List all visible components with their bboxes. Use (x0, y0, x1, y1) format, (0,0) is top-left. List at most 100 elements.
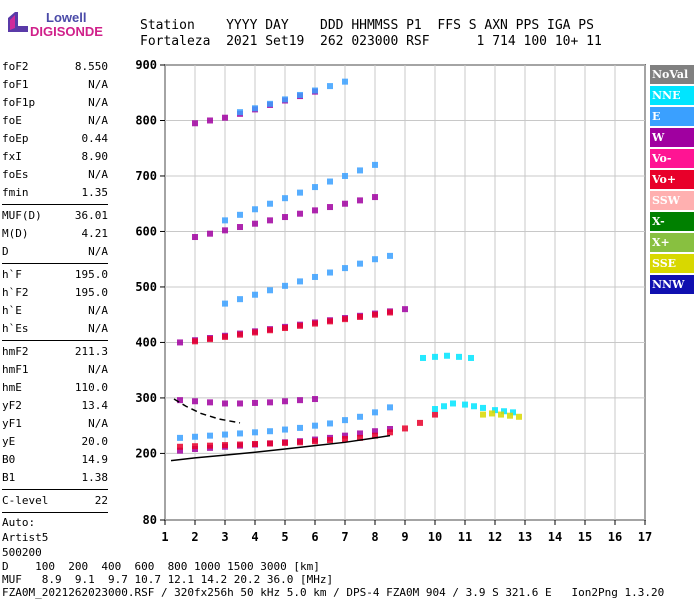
echo-point (402, 306, 408, 313)
echo-point (327, 318, 333, 325)
param-row: M(D) 4.21 (2, 225, 108, 243)
echo-point (237, 224, 243, 231)
x-tick-label: 6 (311, 530, 318, 544)
param-row: foEp 0.44 (2, 130, 108, 148)
echo-point (282, 439, 288, 446)
echo-point (267, 287, 273, 294)
param-value: 110.0 (74, 381, 108, 394)
echo-point (177, 447, 183, 454)
echo-point (480, 411, 486, 418)
param-value: N/A (88, 96, 108, 109)
echo-point (252, 206, 258, 213)
echo-point (342, 172, 348, 179)
parameter-panel: foF2 8.550 foF1 N/A foF1p N/A foE N/A foEp 0.44 fx… (2, 58, 108, 560)
echo-point (432, 353, 438, 360)
param-row: foF1 N/A (2, 76, 108, 94)
x-tick-label: 16 (608, 530, 622, 544)
echo-point (252, 220, 258, 227)
echo-point (327, 269, 333, 276)
echo-point (402, 425, 408, 432)
legend-item: E (650, 107, 694, 126)
param-row: foF1p N/A (2, 94, 108, 112)
param-row: B1 1.38 (2, 469, 108, 487)
x-tick-label: 10 (428, 530, 442, 544)
echo-point (237, 430, 243, 437)
param-divider (2, 489, 108, 490)
echo-point (237, 296, 243, 303)
echo-point (357, 430, 363, 437)
header-values: Fortaleza 2021 Set19 262 023000 RSF 1 71… (140, 34, 602, 49)
echo-point (441, 403, 447, 410)
y-tick-label: 300 (135, 391, 157, 405)
param-row: h`F2 195.0 (2, 284, 108, 302)
param-value: N/A (88, 114, 108, 127)
echo-point (357, 413, 363, 420)
param-divider (2, 263, 108, 264)
echo-point (297, 278, 303, 285)
param-name: foF1p (2, 96, 36, 109)
echo-point (282, 96, 288, 103)
y-tick-label: 500 (135, 280, 157, 294)
echo-point (177, 397, 183, 404)
param-divider (2, 512, 108, 513)
x-axis-ticks: 1 2 3 4 5 6 7 8 9 10 11 12 13 14 15 16 17 (161, 520, 652, 544)
echo-point (516, 413, 522, 420)
echo-point (237, 441, 243, 448)
echo-point (387, 404, 393, 411)
profile-curve (170, 434, 391, 462)
footer-muf-row: MUF 8.9 9.1 9.7 10.7 12.1 14.2 20.2 36.0… (2, 573, 334, 586)
footer-distance-row: D 100 200 400 600 800 1000 1500 3000 [km… (2, 560, 320, 573)
echo-point (342, 435, 348, 442)
echo-point (471, 403, 477, 410)
echo-point (387, 426, 393, 432)
echo-point (342, 432, 348, 439)
echo-point (312, 87, 318, 94)
param-name: h`E (2, 304, 22, 317)
echo-point (252, 291, 258, 298)
echo-point (192, 398, 198, 405)
param-row: foE N/A (2, 112, 108, 130)
legend-item: SSE (650, 254, 694, 273)
param-row: MUF(D) 36.01 (2, 207, 108, 225)
echo-point (267, 440, 273, 447)
param-value: 4.21 (81, 227, 109, 240)
param-name: B0 (2, 453, 16, 466)
logo-line2: DIGISONDE (30, 24, 103, 39)
echo-point (327, 420, 333, 427)
echo-point (177, 339, 183, 346)
echo-point (282, 325, 288, 332)
x-tick-label: 17 (638, 530, 652, 544)
param-row: h`Es N/A (2, 320, 108, 338)
y-tick-label: 900 (135, 58, 157, 72)
autoscale-note: 500200 (2, 546, 42, 559)
legend: NoVal NNE E W Vo- Vo+ SSW X- X+ SSE NNW (650, 65, 694, 296)
param-name: hmE (2, 381, 22, 394)
echo-point (192, 120, 198, 127)
plot-area (164, 64, 646, 521)
echo-point (327, 83, 333, 90)
param-row: B0 14.9 (2, 451, 108, 469)
echo-point (387, 429, 393, 436)
param-divider (2, 204, 108, 205)
echo-point (357, 260, 363, 267)
echo-point (267, 399, 273, 406)
param-value: N/A (88, 245, 108, 258)
echo-point (417, 419, 423, 426)
echo-point (342, 316, 348, 323)
param-name: h`Es (2, 322, 29, 335)
echo-point (282, 214, 288, 221)
y-axis-ticks: 80 200 300 400 500 600 700 800 900 (135, 58, 165, 527)
param-value: 14.9 (81, 453, 109, 466)
echo-point (267, 200, 273, 207)
param-value: 8.550 (74, 60, 108, 73)
echo-point (357, 197, 363, 204)
header: Station YYYY DAY DDD HHMMSS P1 FFS S AXN… (140, 18, 602, 50)
echo-point (327, 204, 333, 211)
echo-point (432, 411, 438, 418)
param-name: MUF(D) (2, 209, 42, 222)
x-tick-label: 3 (221, 530, 228, 544)
param-name: yF2 (2, 399, 22, 412)
x-tick-label: 7 (341, 530, 348, 544)
param-row: hmF2 211.3 (2, 343, 108, 361)
